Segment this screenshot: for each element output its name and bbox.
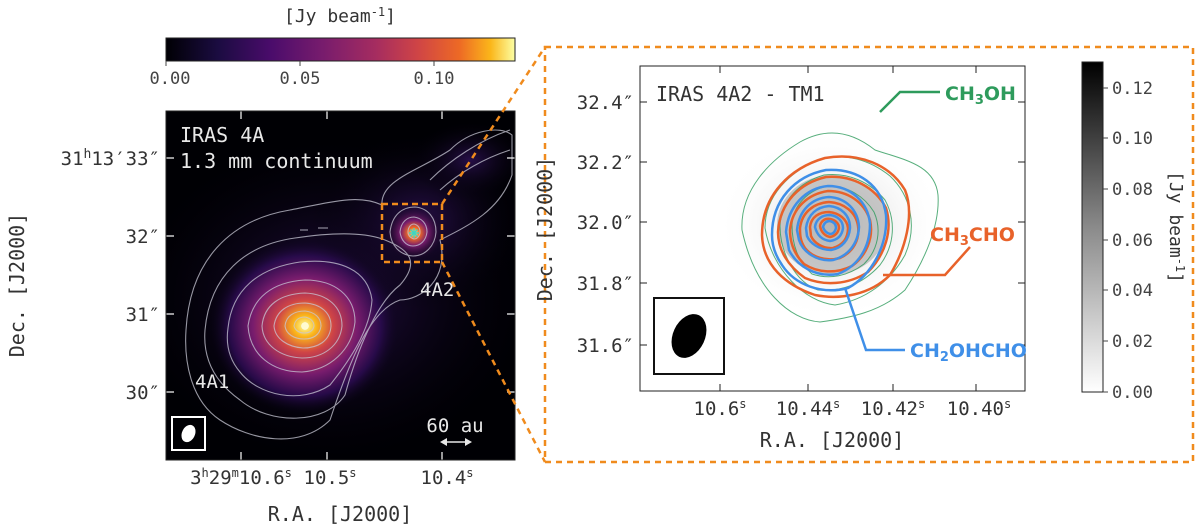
zoom-box bbox=[380, 202, 444, 264]
source-4a2-marker bbox=[409, 228, 419, 238]
left-colorbar: [Jy beam-1] 0.00 0.05 0.10 bbox=[150, 5, 516, 89]
left-annotation-line2: 1.3 mm continuum bbox=[180, 149, 373, 173]
left-map-emission bbox=[166, 120, 515, 460]
right-colorbar-tick-label: 0.06 bbox=[1112, 231, 1153, 251]
left-map-panel: IRAS 4A 1.3 mm continuum 4A2 4A1 60 au bbox=[5, 110, 516, 526]
right-x-tick-label: 10.40s bbox=[947, 397, 1011, 420]
left-colorbar-gradient bbox=[165, 37, 516, 62]
left-colorbar-tick-label: 0.10 bbox=[414, 69, 455, 89]
left-annotation-line1: IRAS 4A bbox=[180, 123, 264, 147]
right-annotation: IRAS 4A2 - TM1 bbox=[656, 82, 825, 106]
right-x-axis-label: R.A. [J2000] bbox=[760, 428, 905, 452]
zoom-connectors bbox=[440, 45, 1195, 464]
right-colorbar-tick-label: 0.08 bbox=[1112, 180, 1153, 200]
right-colorbar-tick-label: 0.04 bbox=[1112, 281, 1153, 301]
right-x-tick-label: 10.42s bbox=[861, 397, 925, 420]
right-colorbar-label: [Jy beam-1] bbox=[1165, 171, 1187, 283]
left-y-tick-label: 31h13′33″ bbox=[61, 147, 160, 170]
left-colorbar-tick-label: 0.00 bbox=[150, 69, 191, 89]
right-y-axis-label: Dec. [J2000] bbox=[533, 157, 557, 302]
left-map-ticks bbox=[166, 111, 515, 460]
svg-text:CH3OH: CH3OH bbox=[945, 83, 1016, 108]
right-y-tick-label: 32.0″ bbox=[577, 212, 634, 234]
right-y-tick-label: 31.8″ bbox=[577, 273, 634, 295]
right-colorbar-tick-label: 0.02 bbox=[1112, 332, 1153, 352]
legend-ch3cho: CH3CHO bbox=[883, 224, 1015, 277]
legend-ch2ohcho: CH2OHCHO bbox=[843, 287, 1027, 365]
source-4a1-peak-marker bbox=[301, 322, 309, 330]
left-y-tick-label: 30″ bbox=[126, 382, 160, 404]
left-y-axis-label: Dec. [J2000] bbox=[5, 213, 29, 358]
source-label-4a1: 4A1 bbox=[195, 371, 229, 393]
right-colorbar-tick-label: 0.10 bbox=[1112, 129, 1153, 149]
right-colorbar-tick-label: 0.12 bbox=[1112, 79, 1153, 99]
source-label-4a2: 4A2 bbox=[420, 279, 454, 301]
right-map-ticks bbox=[640, 66, 1025, 391]
left-colorbar-ticks bbox=[165, 61, 435, 66]
right-x-tick-label: 10.44s bbox=[776, 397, 840, 420]
right-map-panel: IRAS 4A2 - TM1 CH3OH CH3CHO CH2OHCHO 32.… bbox=[533, 65, 1027, 452]
left-y-tick-label: 31″ bbox=[126, 304, 160, 326]
left-colorbar-tick-label: 0.05 bbox=[280, 69, 321, 89]
ch2ohcho-contours bbox=[770, 168, 888, 292]
left-x-tick-label: 10.4s bbox=[421, 466, 474, 489]
left-beam bbox=[171, 416, 206, 451]
svg-text:CH3CHO: CH3CHO bbox=[930, 224, 1015, 249]
right-beam bbox=[653, 297, 725, 375]
scalebar-arrow bbox=[440, 438, 472, 446]
right-y-tick-label: 32.4″ bbox=[577, 92, 634, 114]
left-colorbar-label: [Jy beam-1] bbox=[284, 5, 396, 27]
right-y-tick-label: 32.2″ bbox=[577, 152, 634, 174]
left-x-axis-label: R.A. [J2000] bbox=[268, 502, 413, 526]
scalebar-label: 60 au bbox=[426, 415, 483, 437]
ch3cho-contours bbox=[760, 155, 911, 299]
left-x-tick-label: 10.5s bbox=[304, 466, 357, 489]
left-y-tick-label: 32″ bbox=[126, 226, 160, 248]
inset-frame bbox=[543, 45, 1195, 464]
left-contours bbox=[185, 129, 513, 440]
right-y-tick-label: 31.6″ bbox=[577, 335, 634, 357]
legend-ch3oh: CH3OH bbox=[879, 83, 1016, 113]
left-x-tick-label: 3h29m10.6s bbox=[190, 466, 292, 489]
right-colorbar-tick-label: 0.00 bbox=[1112, 383, 1153, 403]
right-colorbar-gradient bbox=[1081, 61, 1104, 393]
right-x-tick-label: 10.6s bbox=[694, 397, 747, 420]
right-colorbar: 0.00 0.02 0.04 0.06 0.08 0.10 0.12 [Jy b… bbox=[1081, 61, 1187, 403]
svg-text:CH2OHCHO: CH2OHCHO bbox=[910, 340, 1027, 365]
